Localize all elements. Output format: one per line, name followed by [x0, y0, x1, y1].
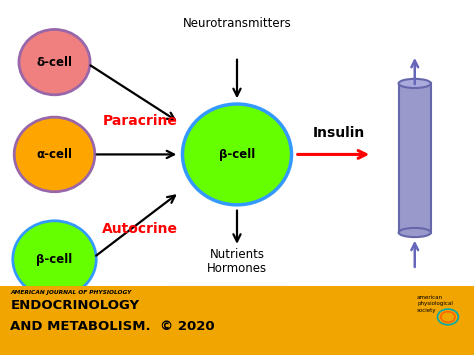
- Text: AND METABOLISM.  © 2020: AND METABOLISM. © 2020: [10, 320, 215, 333]
- Text: Neurotransmitters: Neurotransmitters: [182, 17, 292, 29]
- Ellipse shape: [182, 104, 292, 205]
- Text: Paracrine: Paracrine: [102, 114, 177, 128]
- Ellipse shape: [399, 228, 431, 237]
- Ellipse shape: [277, 288, 292, 317]
- Ellipse shape: [13, 221, 96, 297]
- Ellipse shape: [161, 288, 176, 317]
- Bar: [399, 83, 431, 233]
- Text: β-cell: β-cell: [36, 253, 73, 266]
- Ellipse shape: [399, 79, 431, 88]
- Ellipse shape: [19, 29, 90, 95]
- Text: Autocrine: Autocrine: [102, 222, 178, 236]
- Text: Insulin: Insulin: [313, 126, 365, 140]
- Text: american
physiological
society: american physiological society: [417, 295, 453, 313]
- Text: β-cell: β-cell: [219, 148, 255, 161]
- Text: Nutrients: Nutrients: [210, 248, 264, 261]
- Text: ENDOCRINOLOGY: ENDOCRINOLOGY: [10, 299, 139, 312]
- Text: Hormones: Hormones: [207, 262, 267, 274]
- Ellipse shape: [14, 117, 95, 192]
- Bar: [169, 288, 284, 318]
- Text: δ-cell: δ-cell: [36, 56, 73, 69]
- Bar: [0, 286, 474, 355]
- Text: AMERICAN JOURNAL OF PHYSIOLOGY: AMERICAN JOURNAL OF PHYSIOLOGY: [10, 290, 132, 295]
- Text: α-cell: α-cell: [36, 148, 73, 161]
